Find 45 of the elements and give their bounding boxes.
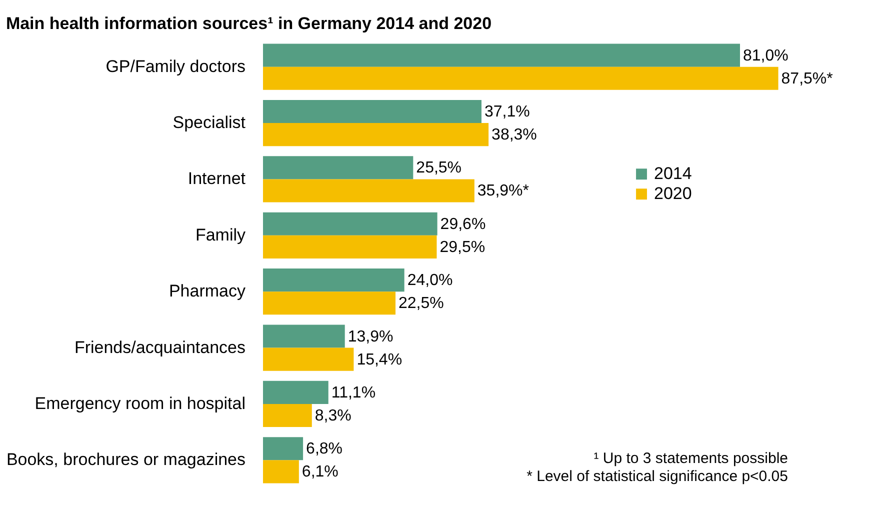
- data-label: 13,9%: [348, 328, 394, 346]
- legend-label: 2014: [654, 164, 692, 184]
- y-tick-label: Books, brochures or magazines: [6, 450, 246, 470]
- bar: [263, 460, 299, 484]
- legend-label: 2020: [654, 184, 692, 204]
- bar: [263, 179, 474, 202]
- bar: [263, 268, 404, 292]
- data-label: 11,1%: [331, 384, 376, 402]
- annotation: * Level of statistical significance p<0.05: [526, 468, 788, 485]
- data-label: 38,3%: [492, 126, 537, 144]
- bar: [263, 100, 482, 124]
- data-label: 8,3%: [314, 407, 352, 424]
- data-label: 29,5%: [440, 238, 486, 256]
- y-tick-label: Pharmacy: [168, 282, 246, 301]
- y-tick-label: Friends/acquaintances: [74, 338, 246, 357]
- bar: [263, 348, 354, 371]
- data-label: 29,6%: [440, 216, 486, 233]
- data-label: 81,0%: [743, 47, 788, 64]
- chart-title: Main health information sources¹ in Germany 2014 and 2020: [6, 14, 492, 33]
- data-label: 24,0%: [407, 272, 453, 290]
- data-label: 22,5%: [398, 295, 444, 312]
- data-label: 6,8%: [306, 440, 343, 458]
- bar: [263, 404, 312, 428]
- y-tick-label: GP/Family doctors: [106, 56, 246, 76]
- bar: [263, 324, 345, 348]
- data-label: 35,9%*: [477, 182, 530, 200]
- data-label: 37,1%: [484, 104, 530, 121]
- y-tick-label: Emergency room in hospital: [34, 394, 246, 413]
- bar: [263, 44, 740, 67]
- bar: [263, 156, 414, 180]
- bar: [263, 212, 438, 236]
- annotation: ¹ Up to 3 statements possible: [594, 450, 788, 467]
- y-tick-label: Specialist: [172, 113, 246, 132]
- y-tick-label: Family: [195, 225, 246, 244]
- bar: [263, 437, 304, 460]
- data-label: 87,5%*: [781, 70, 833, 88]
- data-label: 6,1%: [302, 464, 338, 481]
- bar: [263, 235, 437, 258]
- bar: [263, 123, 489, 146]
- bar: [263, 380, 328, 404]
- bar: [263, 292, 396, 315]
- y-tick-label: Internet: [188, 169, 246, 188]
- data-label: 15,4%: [356, 351, 402, 368]
- data-label: 25,5%: [416, 160, 462, 177]
- bar: [263, 66, 778, 90]
